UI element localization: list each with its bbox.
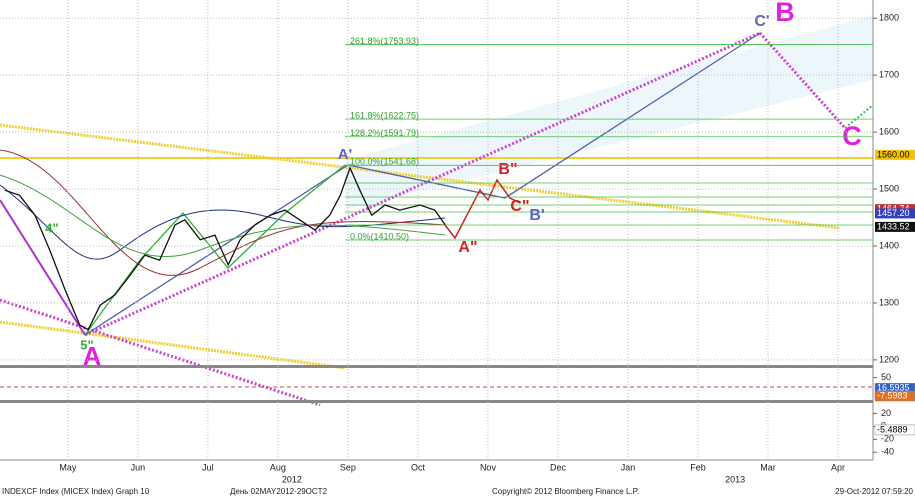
wave-line [84,31,761,337]
wave-line [0,199,86,336]
fib-label: 161.8%(1622.75) [350,111,419,121]
wave-label: C [842,121,862,151]
fib-label: 261.8%(1753.93) [350,36,419,46]
x-tick-label: Jul [202,462,214,472]
price-tag-label: 1433.52 [877,221,910,231]
trend-line [0,123,841,230]
y-tick-label: 20 [881,408,891,418]
fib-label: 100.0%(1541.68) [350,157,419,167]
x-tick-label: Apr [831,462,845,472]
wave-label: C' [754,13,769,30]
value-tag-label: -5.4889 [877,424,908,434]
moving-average [0,149,446,276]
x-tick-label: Jan [621,462,636,472]
wave-label: A' [338,146,352,163]
year-label: 2013 [725,474,745,484]
y-tick-label: 1700 [879,70,899,80]
wave-label: B [775,0,795,27]
year-label: 2012 [282,474,302,484]
x-tick-label: Sep [340,462,356,472]
wave-line [84,164,346,336]
projection [444,178,521,240]
value-tag-label: 16.5935 [877,383,910,393]
panel-divider [0,400,873,403]
wave-line [758,31,847,130]
wave-label: B' [529,207,544,224]
wave-label: A" [458,239,477,256]
footer-text: День 02MAY2012-29OCT2 [230,487,328,496]
wave-label: B" [498,161,517,178]
wave-label: A [83,341,102,371]
footer-text: 29-Oct-2012 07:59:20 [835,487,913,496]
moving-average [0,184,446,260]
price-tag [875,221,915,232]
price-tag-label: 1457.20 [877,208,910,218]
y-tick-label: 1500 [879,183,899,193]
footer-text: INDEXCF Index (MICEX Index) Graph 10 [2,487,150,496]
fib-label: 0.0%(1410.50) [350,231,409,241]
wave-label: C" [510,198,529,215]
y-tick-label: 1600 [879,126,899,136]
x-tick-label: Aug [270,462,286,472]
x-tick-label: Feb [690,462,706,472]
level-lines [345,182,873,226]
x-tick-label: Mar [760,462,776,472]
price-line [4,166,446,331]
trend-line [0,320,346,370]
fib-label: 128.2%(1591.79) [350,128,419,138]
x-tick-label: May [59,462,77,472]
y-tick-label: 1300 [879,297,899,307]
footer-text: Copyright© 2012 Bloomberg Finance L.P. [492,487,639,496]
y-tick-label: -40 [881,447,894,457]
value-tag-label: -7.5983 [877,390,908,400]
price-tag-label: 1560.00 [877,149,910,159]
value-tag [874,424,915,436]
x-tick-label: Oct [411,462,426,472]
x-tick-label: Nov [480,462,497,472]
y-tick-label: 1800 [879,13,899,23]
wave-line [84,32,761,336]
wave-label: 5" [80,337,93,352]
panel-divider [0,365,873,368]
y-tick-label: 50 [881,372,891,382]
moving-average [0,174,446,258]
x-tick-label: Dec [550,462,567,472]
price-tag [875,149,915,160]
y-tick-label: -20 [881,434,894,444]
wave-label: 4" [45,220,58,235]
y-tick-label: 1400 [879,240,899,250]
x-tick-label: Jun [131,462,146,472]
price-tag [875,208,915,219]
value-tag [874,390,915,402]
y-tick-label: 1200 [879,354,899,364]
